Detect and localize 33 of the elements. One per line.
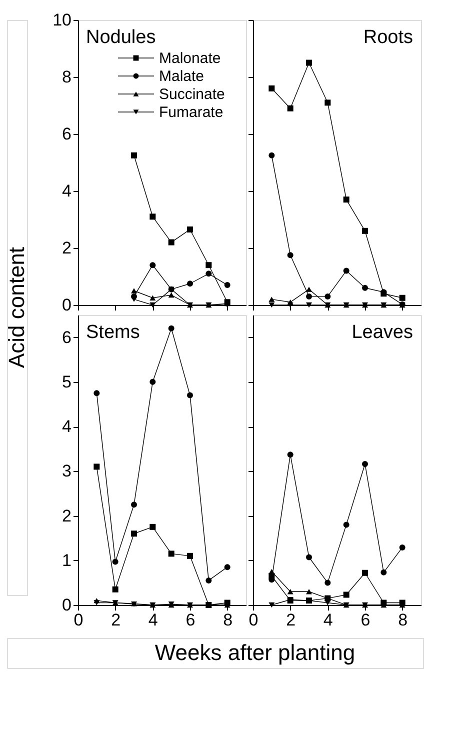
legend-label: Malonate	[159, 50, 221, 67]
y-tick-label: 8	[62, 68, 72, 86]
y-tick-label: 4	[62, 417, 72, 436]
legend-label: Malate	[159, 68, 204, 85]
y-tick-label: 6	[62, 328, 72, 347]
x-tick-label: 8	[223, 610, 233, 630]
y-tick-label: 10	[52, 10, 72, 30]
y-tick-label: 5	[62, 372, 72, 392]
x-tick-label: 4	[323, 610, 333, 630]
y-tick-label: 2	[62, 506, 72, 526]
legend-label: Succinate	[159, 86, 225, 103]
x-tick-label: 0	[248, 610, 258, 630]
x-tick-label: 8	[398, 610, 408, 630]
x-tick-label: 6	[186, 610, 196, 630]
chart-title: Leaves	[352, 322, 413, 343]
x-axis-title: Weeks after planting	[154, 640, 356, 665]
y-tick-label: 6	[62, 124, 72, 144]
y-tick-label: 4	[62, 182, 72, 200]
y-tick-label: 0	[62, 296, 72, 314]
y-tick-label: 0	[62, 596, 72, 614]
x-tick-label: 2	[111, 610, 121, 630]
chart-title: Nodules	[86, 27, 156, 48]
y-axis-title: Acid content	[4, 246, 29, 368]
legend-label: Fumarate	[159, 104, 224, 121]
y-tick-label: 2	[62, 238, 72, 258]
x-tick-label: 4	[148, 610, 158, 630]
x-tick-label: 6	[360, 610, 370, 630]
y-tick-label: 1	[62, 550, 72, 570]
x-tick-label: 0	[74, 610, 84, 630]
chart-title: Stems	[86, 322, 140, 343]
y-tick-label: 3	[62, 462, 72, 481]
chart-title: Roots	[363, 27, 413, 48]
x-tick-label: 2	[286, 610, 296, 630]
